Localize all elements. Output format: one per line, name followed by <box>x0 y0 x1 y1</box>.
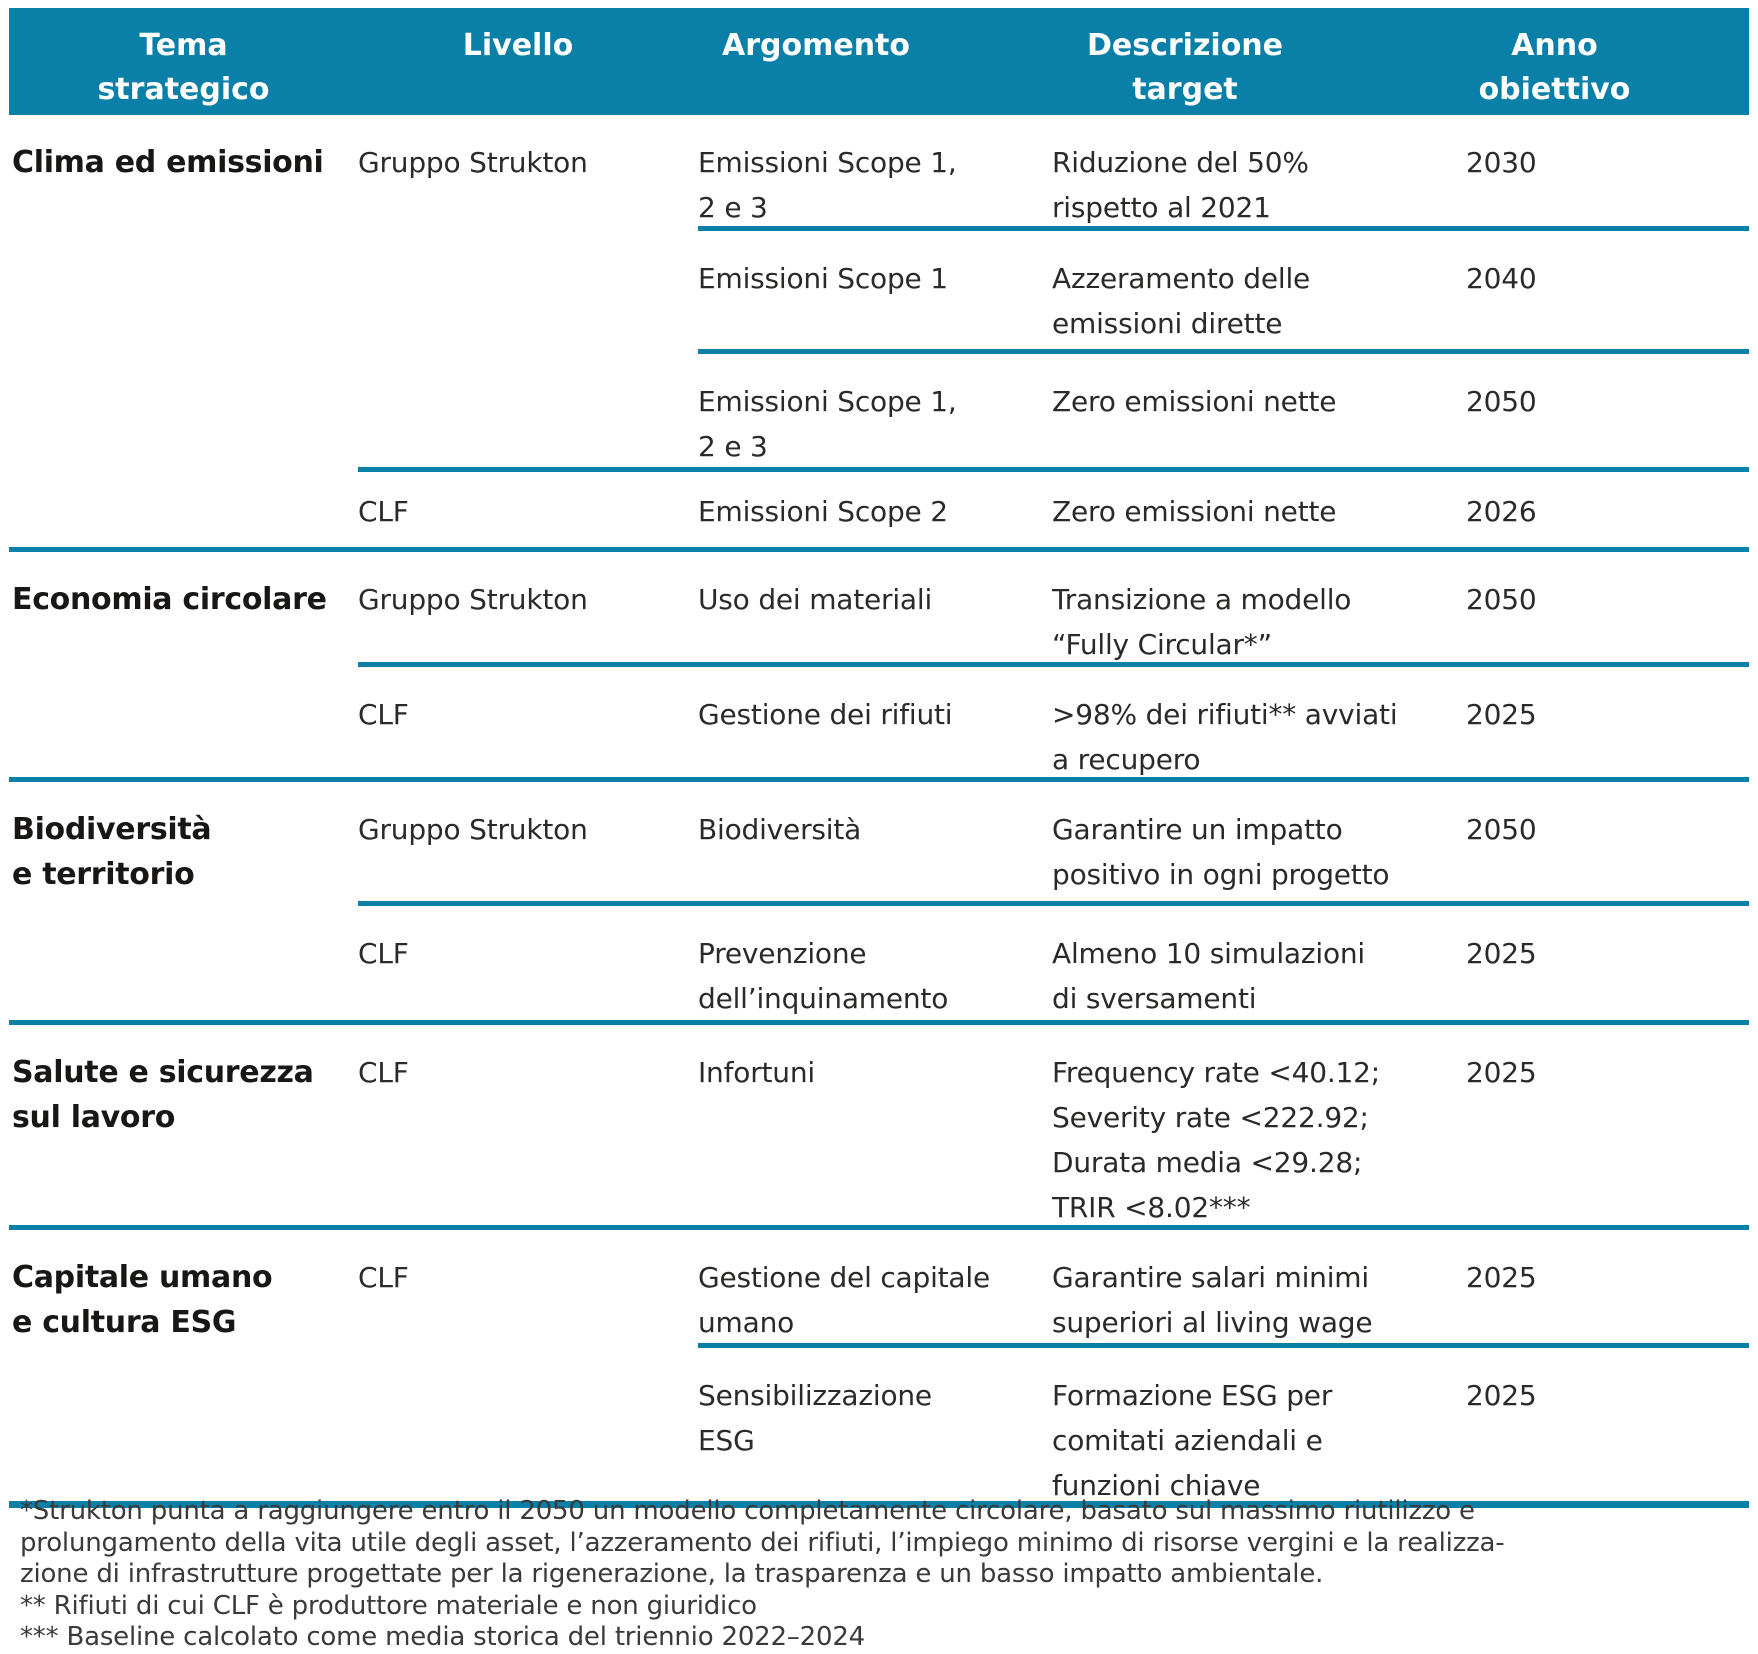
target-cell: Frequency rate <40.12; Severity rate <22… <box>1052 1056 1380 1224</box>
column-header-livello: Livello <box>462 28 574 63</box>
topic-cell: Emissioni Scope 1 <box>698 262 948 295</box>
level-cell: Gruppo Strukton <box>358 583 588 616</box>
table-row: Emissioni Scope 1, 2 e 3 Zero emissioni … <box>9 354 1749 472</box>
table-row: Clima ed emissioni Gruppo Strukton Emiss… <box>9 115 1749 231</box>
year-cell: 2050 <box>1466 813 1537 846</box>
level-cell: Gruppo Strukton <box>358 146 588 179</box>
target-cell: >98% dei rifiuti** avviati a recupero <box>1052 698 1398 776</box>
year-cell: 2040 <box>1466 262 1537 295</box>
year-cell: 2030 <box>1466 146 1537 179</box>
year-cell: 2026 <box>1466 495 1537 528</box>
table-row: Salute e sicurezza sul lavoro CLF Infort… <box>9 1025 1749 1230</box>
target-cell: Azzeramento delle emissioni dirette <box>1052 262 1311 340</box>
level-cell: CLF <box>358 937 409 970</box>
column-header-argomento: Argomento <box>721 28 910 63</box>
topic-cell: Prevenzione dell’inquinamento <box>698 937 949 1015</box>
theme-cell: Biodiversità e territorio <box>12 812 212 892</box>
topic-cell: Biodiversità <box>698 813 862 846</box>
level-cell <box>358 354 698 472</box>
target-cell: Formazione ESG per comitati aziendali e … <box>1052 1379 1333 1502</box>
topic-cell: Sensibilizzazione ESG <box>698 1379 932 1457</box>
theme-cell <box>9 231 358 354</box>
theme-cell <box>9 906 358 1025</box>
topic-cell: Emissioni Scope 1, 2 e 3 <box>698 385 957 463</box>
year-cell: 2050 <box>1466 385 1537 418</box>
year-cell: 2025 <box>1466 937 1537 970</box>
target-cell: Garantire salari minimi superiori al liv… <box>1052 1261 1373 1339</box>
column-header-anno-obiettivo: Anno obiettivo <box>1478 28 1631 107</box>
theme-cell <box>9 1348 358 1508</box>
table-row: CLF Prevenzione dell’inquinamento Almeno… <box>9 906 1749 1025</box>
target-cell: Zero emissioni nette <box>1052 495 1337 528</box>
topic-cell: Emissioni Scope 1, 2 e 3 <box>698 146 957 224</box>
footnote-baseline: *** Baseline calcolato come media storic… <box>20 1622 866 1652</box>
column-header-descrizione-target: Descrizione target <box>1086 28 1284 107</box>
level-cell: CLF <box>358 495 409 528</box>
level-cell: CLF <box>358 1261 409 1294</box>
theme-cell <box>9 354 358 472</box>
target-cell: Transizione a modello “Fully Circular*” <box>1052 583 1352 661</box>
year-cell: 2025 <box>1466 698 1537 731</box>
theme-cell <box>9 472 358 552</box>
topic-cell: Gestione dei rifiuti <box>698 698 953 731</box>
theme-cell: Clima ed emissioni <box>12 145 324 180</box>
table-row: CLF Emissioni Scope 2 Zero emissioni net… <box>9 472 1749 552</box>
level-cell: Gruppo Strukton <box>358 813 588 846</box>
table-header-row: Tema strategico Livello Argomento Descri… <box>9 8 1749 115</box>
table-row: Economia circolare Gruppo Strukton Uso d… <box>9 552 1749 667</box>
footnote-fully-circular: *Strukton punta a raggiungere entro il 2… <box>20 1496 1505 1589</box>
topic-cell: Uso dei materiali <box>698 583 933 616</box>
level-cell <box>358 1348 698 1508</box>
topic-cell: Gestione del capitale umano <box>698 1261 991 1339</box>
theme-cell <box>9 667 358 782</box>
table-row: CLF Gestione dei rifiuti >98% dei rifiut… <box>9 667 1749 782</box>
theme-cell: Capitale umano e cultura ESG <box>12 1260 273 1340</box>
target-cell: Zero emissioni nette <box>1052 385 1337 418</box>
level-cell: CLF <box>358 698 409 731</box>
table-row: Sensibilizzazione ESG Formazione ESG per… <box>9 1348 1749 1508</box>
footnotes: *Strukton punta a raggiungere entro il 2… <box>20 1496 1740 1654</box>
esg-targets-table: Tema strategico Livello Argomento Descri… <box>9 8 1749 1508</box>
year-cell: 2025 <box>1466 1261 1537 1294</box>
topic-cell: Emissioni Scope 2 <box>698 495 948 528</box>
level-cell: CLF <box>358 1056 409 1089</box>
target-cell: Almeno 10 simulazioni di sversamenti <box>1052 937 1366 1015</box>
topic-cell: Infortuni <box>698 1056 815 1089</box>
year-cell: 2025 <box>1466 1379 1537 1412</box>
table-row: Emissioni Scope 1 Azzeramento delle emis… <box>9 231 1749 354</box>
level-cell <box>358 231 698 354</box>
table-row: Capitale umano e cultura ESG CLF Gestion… <box>9 1230 1749 1348</box>
column-header-tema-strategico: Tema strategico <box>97 28 270 107</box>
target-cell: Garantire un impatto positivo in ogni pr… <box>1052 813 1390 891</box>
table-row: Biodiversità e territorio Gruppo Strukto… <box>9 782 1749 906</box>
footnote-rifiuti: ** Rifiuti di cui CLF è produttore mater… <box>20 1590 757 1621</box>
theme-cell: Salute e sicurezza sul lavoro <box>12 1055 314 1135</box>
target-cell: Riduzione del 50% rispetto al 2021 <box>1052 146 1309 224</box>
year-cell: 2050 <box>1466 583 1537 616</box>
year-cell: 2025 <box>1466 1056 1537 1089</box>
theme-cell: Economia circolare <box>12 582 327 617</box>
